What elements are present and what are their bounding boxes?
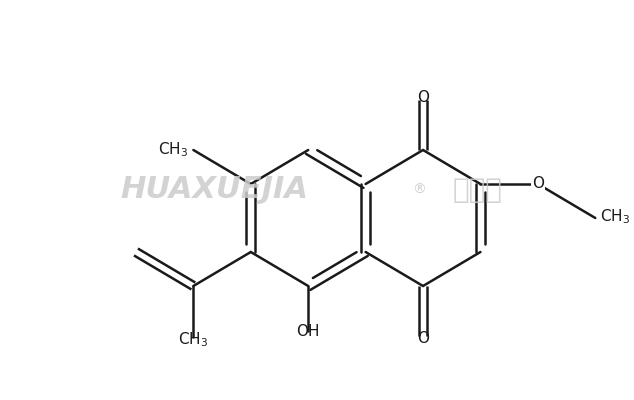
Text: ®: ®	[412, 183, 426, 197]
Text: CH$_3$: CH$_3$	[178, 330, 209, 349]
Text: CH$_3$: CH$_3$	[600, 207, 630, 226]
Text: O: O	[417, 331, 429, 346]
Text: O: O	[532, 176, 544, 192]
Text: O: O	[417, 90, 429, 105]
Text: CH$_3$: CH$_3$	[158, 140, 188, 159]
Text: 化学加: 化学加	[453, 176, 503, 204]
Text: HUAXUEJIA: HUAXUEJIA	[120, 176, 309, 204]
Text: OH: OH	[297, 324, 320, 339]
